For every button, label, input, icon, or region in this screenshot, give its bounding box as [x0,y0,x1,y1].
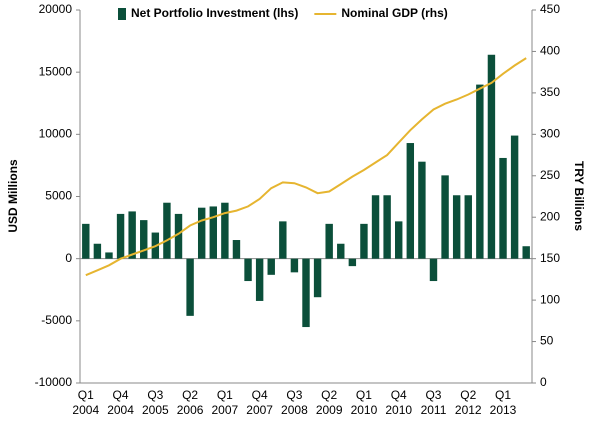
y2-tick-label: 350 [540,85,560,99]
bar [395,221,403,259]
y2-tick-label: 300 [540,127,560,141]
bar [418,161,426,259]
x-tick-label: Q4 2004 [107,388,134,417]
bar [221,202,229,259]
x-tick-label: Q1 2004 [72,388,100,417]
bar [476,84,484,259]
bar [232,240,241,259]
y2-tick-label: 250 [540,168,560,182]
legend-label: Net Portfolio Investment (lhs) [131,6,298,20]
bar [510,135,519,259]
bar [186,258,194,316]
bar [302,258,310,328]
x-tick-label: Q4 2007 [246,388,273,417]
y2-tick-label: 450 [540,2,560,16]
x-tick-label: Q1 2007 [211,388,239,417]
y-tick-label: -5000 [41,313,72,327]
bar [244,258,252,282]
y-tick-label: -10000 [35,375,73,389]
bar [499,157,507,259]
bar [348,258,357,267]
gdp-line [85,57,527,277]
bar [209,206,217,259]
y2-tick-label: 200 [540,209,560,223]
bar [279,221,287,259]
y-tick-label: 5000 [45,189,72,203]
x-tick-label: Q3 2008 [281,388,308,417]
x-tick-label: Q1 2013 [489,388,517,417]
bar [429,258,438,282]
bar [487,54,496,259]
bar [337,243,345,259]
y2-tick-label: 400 [540,44,560,58]
bar [441,175,449,259]
y2-tick-label: 150 [540,251,560,265]
y-tick-label: 10000 [39,127,73,141]
x-tick-label: Q2 2009 [315,388,343,417]
bar [255,258,264,301]
bar [383,195,391,259]
bar [93,243,102,259]
bar [163,202,171,259]
y2-tick-label: 100 [540,292,560,306]
bar [360,223,368,259]
bar [82,223,90,259]
x-tick-label: Q3 2005 [141,388,169,417]
legend-label: Nominal GDP (rhs) [341,6,447,20]
y-tick-label: 0 [65,251,72,265]
bar [140,220,148,259]
bar [197,207,206,259]
bar [313,258,322,298]
y2-axis-title: TRY Billions [572,161,586,231]
x-tick-label: Q4 2010 [385,388,413,417]
bar [522,246,530,259]
bar [290,258,299,273]
y-tick-label: 20000 [39,2,73,16]
bar [105,252,113,259]
bar [371,195,380,259]
bar [267,258,275,275]
bar [174,213,183,259]
legend-swatch [118,8,126,20]
bar [325,223,333,259]
bar [452,195,461,259]
bar [464,195,472,259]
y-tick-label: 15000 [39,64,73,78]
y2-tick-label: 50 [540,334,554,348]
bar [128,211,136,259]
x-tick-label: Q2 2006 [176,388,204,417]
x-tick-label: Q3 2011 [420,388,447,417]
bar [406,143,415,259]
y-axis-title: USD Millions [6,159,20,233]
y2-tick-label: 0 [540,375,547,389]
x-tick-label: Q2 2012 [454,388,482,417]
x-tick-label: Q1 2010 [350,388,378,417]
bar [116,213,125,259]
